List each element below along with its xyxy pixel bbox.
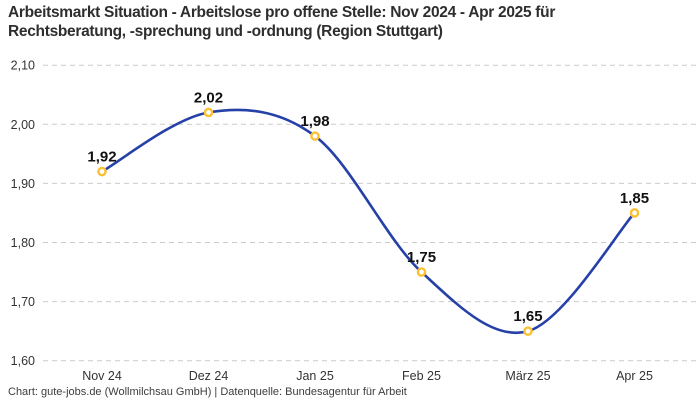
chart-title-line2: Rechtsberatung, -sprechung und -ordnung … xyxy=(8,23,443,40)
data-point-label: 1,65 xyxy=(513,308,542,325)
data-point-marker xyxy=(416,267,427,277)
chart-credit: Chart: gute-jobs.de (Wollmilchsau GmbH) … xyxy=(8,386,407,398)
data-point-marker xyxy=(203,107,214,118)
data-point-label: 2,02 xyxy=(194,89,223,106)
x-tick-label: Apr 25 xyxy=(616,369,653,383)
y-tick-label: 1,70 xyxy=(11,295,35,309)
data-point-label: 1,98 xyxy=(300,113,329,130)
y-tick-label: 1,80 xyxy=(11,236,35,250)
y-tick-label: 2,10 xyxy=(11,59,35,73)
y-tick-label: 1,90 xyxy=(11,177,35,191)
x-tick-label: Nov 24 xyxy=(82,369,122,383)
series-line xyxy=(100,108,636,335)
data-point-marker xyxy=(523,326,533,336)
data-point-label: 1,75 xyxy=(407,249,436,266)
data-point-marker xyxy=(310,131,320,141)
y-tick-label: 1,60 xyxy=(11,354,35,368)
x-tick-label: Jan 25 xyxy=(296,369,334,383)
x-tick-label: Feb 25 xyxy=(402,369,441,383)
y-tick-label: 2,00 xyxy=(11,118,35,132)
data-point-label: 1,92 xyxy=(87,149,116,166)
data-point-marker xyxy=(629,208,640,218)
chart-title-line1: Arbeitsmarkt Situation - Arbeitslose pro… xyxy=(8,4,556,21)
x-tick-label: Dez 24 xyxy=(189,369,229,383)
data-point-label: 1,85 xyxy=(620,190,649,207)
data-point-marker xyxy=(97,166,107,177)
x-tick-label: März 25 xyxy=(505,369,550,383)
chart-title: Arbeitsmarkt Situation - Arbeitslose pro… xyxy=(8,3,692,41)
